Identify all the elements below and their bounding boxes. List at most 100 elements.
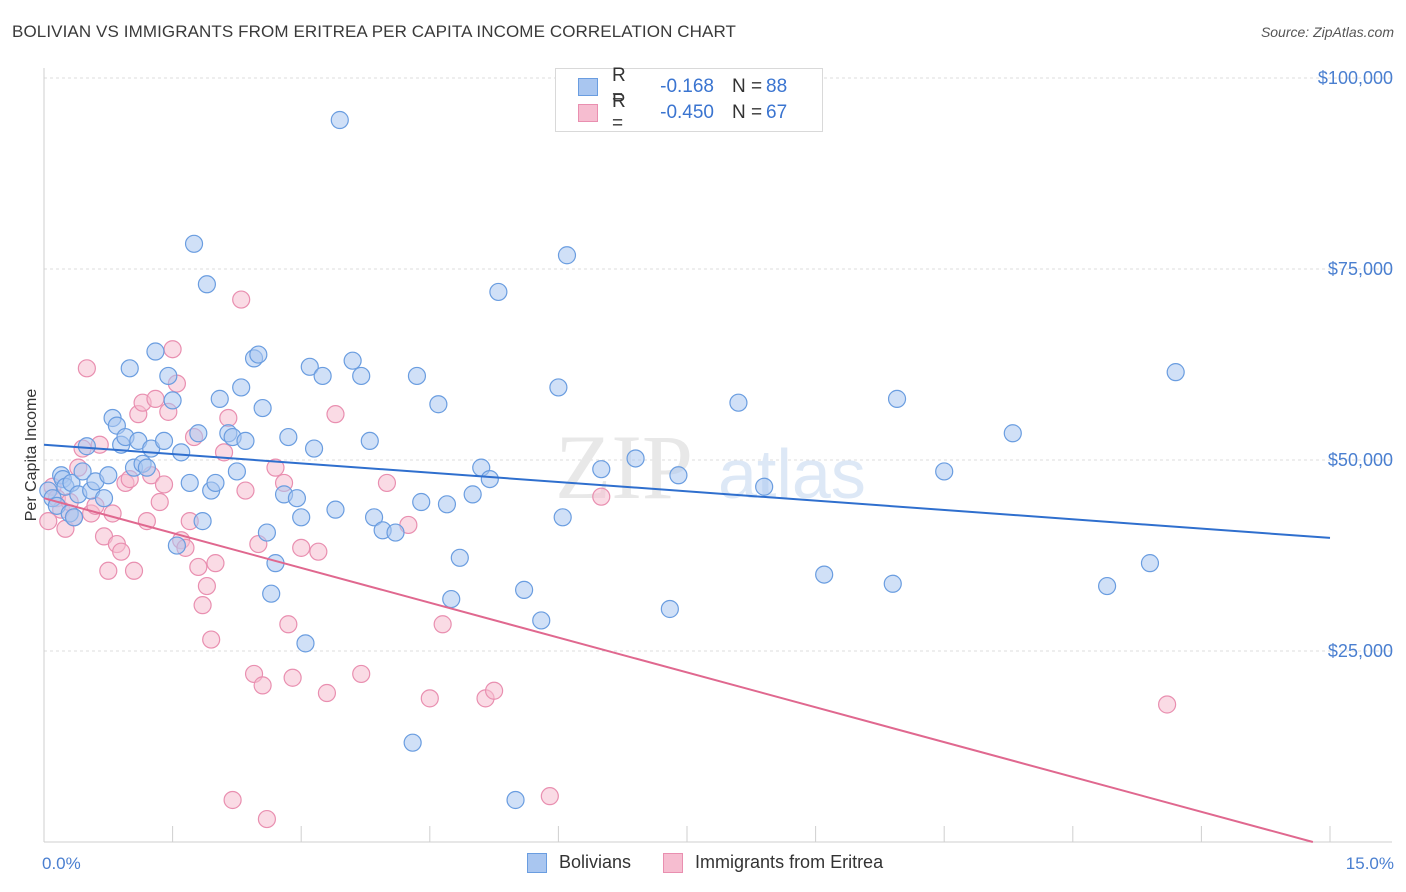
legend-row-eritrea: R = -0.450 N = 67 — [578, 91, 788, 134]
eritrea-point — [352, 664, 371, 684]
bolivians-point — [180, 473, 199, 493]
bolivians-point — [206, 473, 225, 493]
legend-label-eritrea: Immigrants from Eritrea — [695, 852, 884, 872]
bolivians-point — [232, 378, 251, 397]
bolivians-point — [1003, 424, 1022, 443]
x-tick-label-min: 0.0% — [42, 854, 81, 873]
bolivians-point — [210, 389, 229, 408]
bolivians-point — [77, 437, 96, 456]
eritrea-point — [266, 458, 285, 477]
bolivians-point — [887, 389, 907, 408]
bolivians-point — [480, 470, 499, 489]
eritrea-point — [163, 340, 182, 359]
eritrea-point — [146, 389, 165, 408]
bolivians-point — [515, 580, 534, 599]
bolivians-point — [935, 462, 954, 481]
legend-n-value: 88 — [766, 76, 788, 97]
bolivians-point — [167, 536, 186, 555]
bolivians-point — [64, 508, 84, 527]
eritrea-point — [420, 689, 439, 708]
y-tick-label: $50,000 — [1328, 450, 1393, 470]
eritrea-point — [77, 359, 96, 378]
bolivians-point — [815, 565, 834, 584]
bolivians-point — [279, 427, 298, 447]
bolivians-point — [442, 589, 461, 609]
eritrea-point — [99, 561, 118, 580]
bolivians-point — [557, 246, 577, 265]
legend-r-label: R = — [612, 65, 626, 108]
bolivians-point — [1097, 576, 1117, 596]
eritrea-point — [223, 790, 242, 810]
bolivians-point — [437, 495, 457, 514]
bolivians-point — [1140, 554, 1160, 573]
eritrea-point — [39, 512, 58, 531]
bolivians-point — [257, 523, 277, 542]
gridlines — [44, 77, 1392, 652]
eritrea-point — [326, 405, 345, 424]
eritrea-point — [292, 538, 311, 557]
axes — [43, 68, 1392, 843]
bolivians-point — [532, 611, 551, 630]
eritrea-point — [377, 473, 397, 493]
bolivians-trend-line — [43, 443, 1331, 539]
bolivians-point — [660, 599, 679, 619]
bolivians-point — [755, 477, 774, 496]
eritrea-point — [232, 290, 251, 309]
eritrea-point — [112, 542, 131, 561]
legend-item-eritrea[interactable]: Immigrants from Eritrea — [663, 852, 883, 873]
bolivians-point — [386, 523, 405, 542]
bolivians-point — [883, 574, 902, 593]
correlation-legend: R = -0.168 N = 88 R = -0.450 N = 67 — [555, 65, 823, 134]
series-legend: Bolivians Immigrants from Eritrea — [527, 852, 915, 873]
bolivians-point — [729, 393, 748, 412]
bolivians-point — [669, 466, 688, 485]
bolivians-point — [172, 443, 191, 462]
watermark-zip: ZIP — [555, 416, 693, 518]
legend-n-label: N = — [732, 102, 763, 123]
series-eritrea-points — [39, 290, 1177, 829]
legend-item-bolivians[interactable]: Bolivians — [527, 852, 631, 873]
eritrea-point — [433, 615, 452, 634]
bolivians-point — [184, 234, 204, 253]
legend-row-bolivians: R = -0.168 N = 88 — [578, 65, 788, 108]
chart-title: BOLIVIAN VS IMMIGRANTS FROM ERITREA PER … — [12, 22, 737, 41]
eritrea-point — [193, 596, 212, 615]
legend-r-label: R = — [612, 91, 626, 134]
eritrea-point — [253, 676, 272, 695]
bolivians-point — [549, 378, 568, 397]
bolivians-point — [137, 458, 156, 477]
eritrea-point — [257, 809, 277, 829]
y-tick-labels: $25,000 $50,000 $75,000 $100,000 — [1318, 68, 1393, 661]
bolivians-point — [429, 395, 448, 414]
trend-lines — [43, 443, 1331, 843]
eritrea-point — [219, 408, 238, 428]
bolivians-point — [94, 489, 114, 508]
bolivians-point — [463, 485, 482, 504]
eritrea-point — [236, 481, 255, 500]
bolivians-point — [1166, 363, 1185, 382]
legend-r-value: -0.450 — [660, 102, 714, 123]
bolivians-point — [236, 431, 255, 450]
source-attribution: Source: ZipAtlas.com — [1260, 24, 1394, 40]
x-tick-label-max: 15.0% — [1346, 854, 1394, 873]
legend-n-value: 67 — [766, 102, 788, 123]
eritrea-point — [150, 492, 169, 512]
eritrea-point — [309, 542, 328, 561]
legend-swatch-pink — [663, 852, 684, 873]
y-tick-label: $75,000 — [1328, 259, 1393, 279]
eritrea-point — [317, 683, 337, 703]
bolivians-point — [262, 584, 281, 603]
legend-label-bolivians: Bolivians — [559, 852, 632, 872]
bolivians-point — [553, 508, 572, 527]
bolivians-point — [253, 398, 272, 418]
eritrea-point — [283, 668, 302, 687]
eritrea-point — [154, 475, 174, 494]
bolivians-point — [154, 431, 174, 450]
bolivians-point — [296, 634, 315, 653]
eritrea-point — [485, 681, 504, 700]
bolivians-point — [189, 424, 208, 443]
bolivians-point — [99, 466, 118, 485]
bolivians-point — [227, 462, 246, 481]
bolivians-point — [292, 508, 311, 527]
